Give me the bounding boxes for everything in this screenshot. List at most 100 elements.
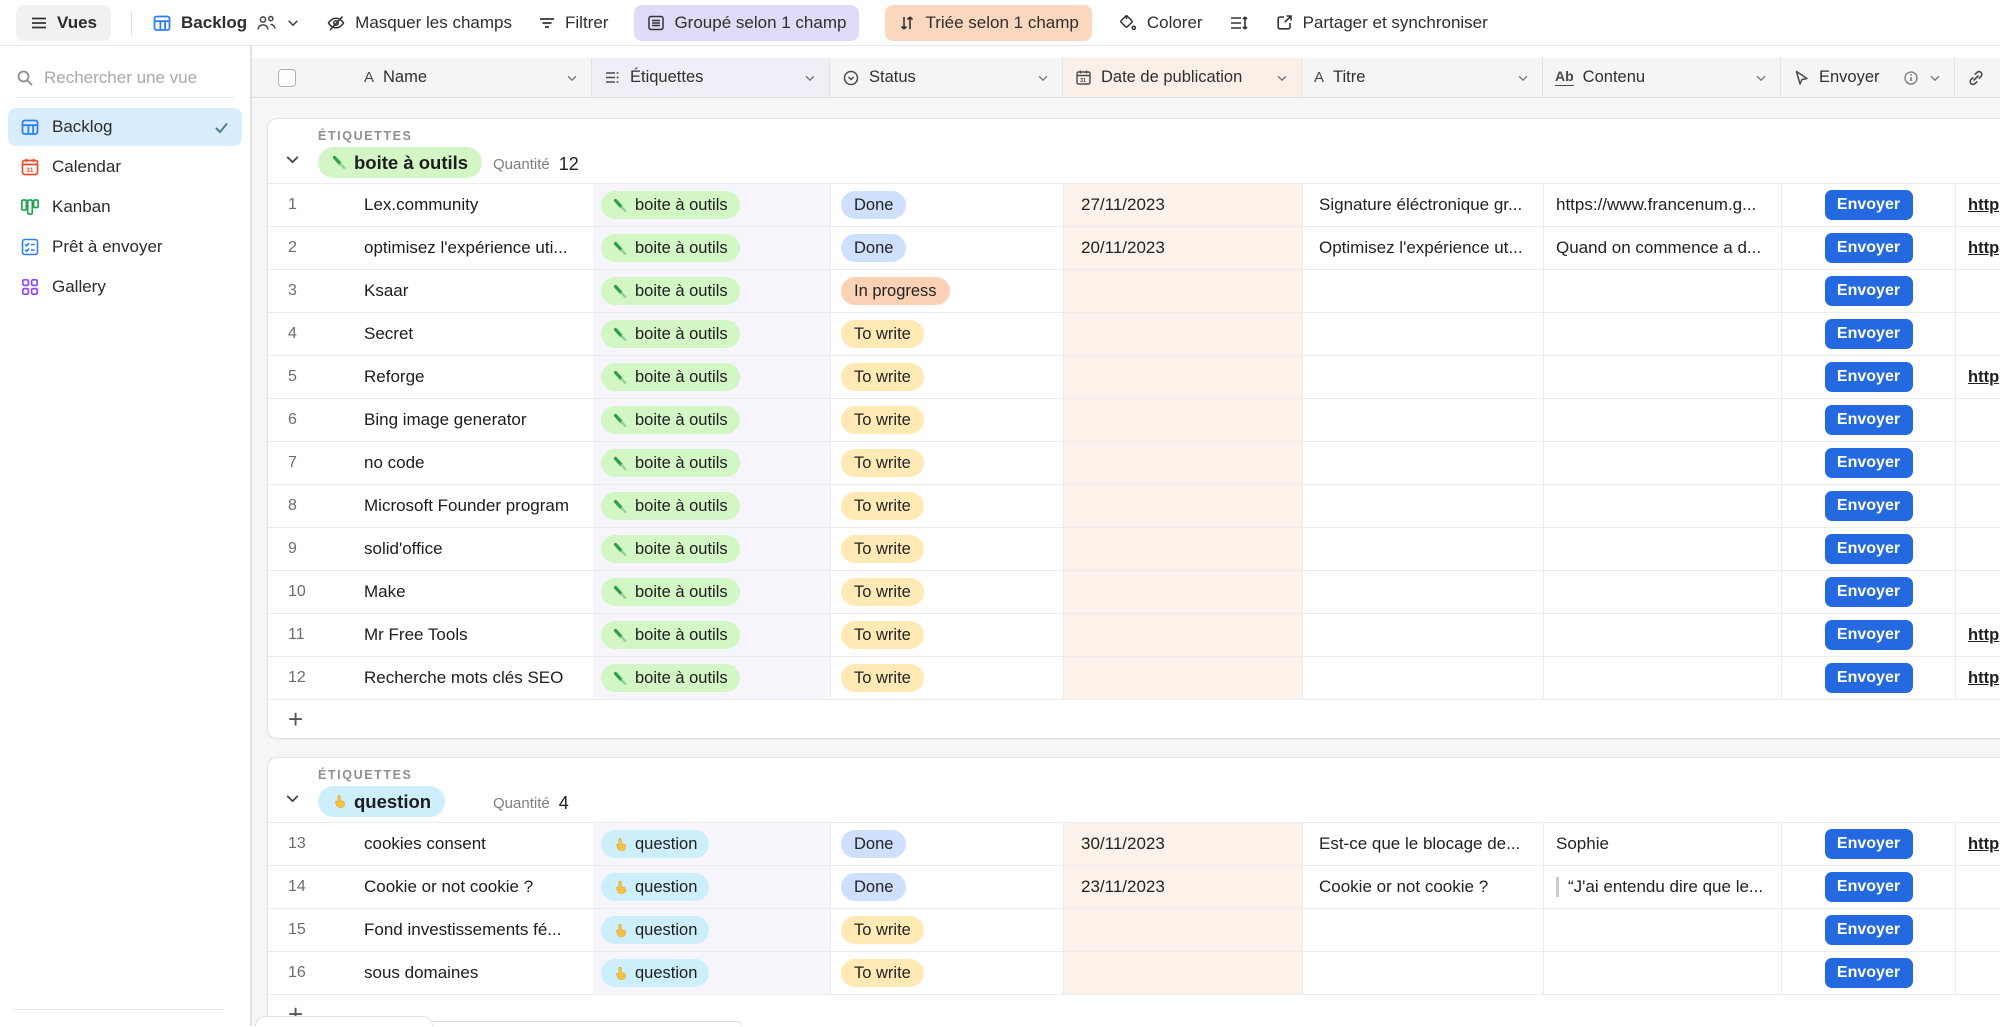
cell-url[interactable] [1956, 399, 2000, 441]
envoyer-button[interactable]: Envoyer [1824, 958, 1913, 988]
cell-titre[interactable] [1303, 270, 1544, 312]
cell-name[interactable]: 4 Secret [268, 313, 593, 355]
column-header-etiquettes[interactable]: Étiquettes [592, 58, 830, 97]
column-header-name[interactable]: A Name [252, 58, 592, 97]
cell-etiquettes[interactable]: boite à outils [593, 442, 831, 484]
cell-status[interactable]: To write [831, 528, 1064, 570]
cell-status[interactable]: Done [831, 184, 1064, 226]
color-button[interactable]: Colorer [1118, 13, 1203, 33]
views-sidebar-toggle[interactable]: Vues [16, 4, 112, 41]
cell-url[interactable] [1956, 952, 2000, 994]
cell-date[interactable] [1064, 270, 1303, 312]
chevron-down-icon[interactable] [803, 71, 817, 85]
cell-name[interactable]: 13 cookies consent [268, 823, 593, 865]
cell-etiquettes[interactable]: boite à outils [593, 614, 831, 656]
column-header-contenu[interactable]: Ab Contenu [1543, 58, 1781, 97]
cell-status[interactable]: To write [831, 571, 1064, 613]
column-header-envoyer[interactable]: Envoyer [1781, 58, 1955, 97]
cell-etiquettes[interactable]: question [593, 823, 831, 865]
cell-url[interactable] [1956, 909, 2000, 951]
cell-status[interactable]: To write [831, 485, 1064, 527]
cell-status[interactable]: Done [831, 227, 1064, 269]
cell-url[interactable]: http [1956, 184, 2000, 226]
envoyer-button[interactable]: Envoyer [1824, 829, 1913, 859]
cell-titre[interactable] [1303, 399, 1544, 441]
cell-status[interactable]: To write [831, 442, 1064, 484]
cell-etiquettes[interactable]: question [593, 909, 831, 951]
cell-status[interactable]: In progress [831, 270, 1064, 312]
share-button[interactable]: Partager et synchroniser [1275, 13, 1488, 33]
cell-name[interactable]: 11 Mr Free Tools [268, 614, 593, 656]
envoyer-button[interactable]: Envoyer [1824, 491, 1913, 521]
cell-contenu[interactable]: Sophie [1544, 823, 1782, 865]
cell-url[interactable] [1956, 313, 2000, 355]
cell-name[interactable]: 15 Fond investissements fé... [268, 909, 593, 951]
view-search-input[interactable] [44, 67, 224, 88]
cell-date[interactable] [1064, 909, 1303, 951]
cell-titre[interactable]: Signature éléctronique gr... [1303, 184, 1544, 226]
cell-status[interactable]: To write [831, 614, 1064, 656]
envoyer-button[interactable]: Envoyer [1824, 915, 1913, 945]
cell-status[interactable]: To write [831, 952, 1064, 994]
sidebar-item-pret-a-envoyer[interactable]: Prêt à envoyer [8, 228, 242, 266]
cell-url[interactable]: http [1956, 356, 2000, 398]
chevron-down-icon[interactable] [565, 71, 579, 85]
cell-date[interactable] [1064, 614, 1303, 656]
cell-url[interactable]: http [1956, 227, 2000, 269]
column-header-titre[interactable]: A Titre [1302, 58, 1543, 97]
group-collapse-chevron[interactable] [284, 151, 301, 183]
select-all-checkbox[interactable] [278, 68, 296, 87]
cell-contenu[interactable] [1544, 485, 1782, 527]
cell-name[interactable]: 5 Reforge [268, 356, 593, 398]
cell-titre[interactable] [1303, 313, 1544, 355]
cell-contenu[interactable] [1544, 571, 1782, 613]
cell-etiquettes[interactable]: boite à outils [593, 485, 831, 527]
cell-status[interactable]: To write [831, 356, 1064, 398]
cell-titre[interactable] [1303, 442, 1544, 484]
chevron-down-icon[interactable] [1036, 71, 1050, 85]
envoyer-button[interactable]: Envoyer [1824, 233, 1913, 263]
url-link[interactable]: http [1968, 668, 2000, 687]
cell-date[interactable]: 30/11/2023 [1064, 823, 1303, 865]
cell-date[interactable]: 27/11/2023 [1064, 184, 1303, 226]
cell-url[interactable] [1956, 485, 2000, 527]
cell-etiquettes[interactable]: boite à outils [593, 270, 831, 312]
cell-etiquettes[interactable]: boite à outils [593, 356, 831, 398]
cell-contenu[interactable] [1544, 909, 1782, 951]
envoyer-button[interactable]: Envoyer [1824, 276, 1913, 306]
cell-etiquettes[interactable]: boite à outils [593, 657, 831, 699]
info-icon[interactable] [1903, 70, 1919, 86]
sidebar-item-kanban[interactable]: Kanban [8, 188, 242, 226]
cell-name[interactable]: 14 Cookie or not cookie ? [268, 866, 593, 908]
cell-date[interactable] [1064, 528, 1303, 570]
cell-etiquettes[interactable]: boite à outils [593, 184, 831, 226]
group-collapse-chevron[interactable] [284, 790, 301, 822]
sidebar-item-backlog[interactable]: Backlog [8, 108, 242, 146]
cell-url[interactable] [1956, 571, 2000, 613]
cell-titre[interactable]: Optimisez l'expérience ut... [1303, 227, 1544, 269]
cell-contenu[interactable]: Quand on commence a d... [1544, 227, 1782, 269]
sidebar-item-gallery[interactable]: Gallery [8, 268, 242, 306]
cell-name[interactable]: 10 Make [268, 571, 593, 613]
envoyer-button[interactable]: Envoyer [1824, 577, 1913, 607]
cell-url[interactable]: http [1956, 823, 2000, 865]
cell-name[interactable]: 12 Recherche mots clés SEO [268, 657, 593, 699]
cell-etiquettes[interactable]: boite à outils [593, 571, 831, 613]
cell-etiquettes[interactable]: question [593, 952, 831, 994]
cell-etiquettes[interactable]: boite à outils [593, 528, 831, 570]
cell-url[interactable]: http [1956, 657, 2000, 699]
chevron-down-icon[interactable] [1275, 71, 1289, 85]
cell-titre[interactable] [1303, 528, 1544, 570]
cell-name[interactable]: 6 Bing image generator [268, 399, 593, 441]
cell-name[interactable]: 2 optimisez l'expérience uti... [268, 227, 593, 269]
cell-etiquettes[interactable]: question [593, 866, 831, 908]
cell-status[interactable]: Done [831, 866, 1064, 908]
add-row-button[interactable]: + [268, 699, 2000, 738]
envoyer-button[interactable]: Envoyer [1824, 620, 1913, 650]
envoyer-button[interactable]: Envoyer [1824, 405, 1913, 435]
cell-name[interactable]: 16 sous domaines [268, 952, 593, 994]
cell-titre[interactable] [1303, 952, 1544, 994]
cell-etiquettes[interactable]: boite à outils [593, 313, 831, 355]
cell-url[interactable]: http [1956, 614, 2000, 656]
cell-contenu[interactable] [1544, 356, 1782, 398]
